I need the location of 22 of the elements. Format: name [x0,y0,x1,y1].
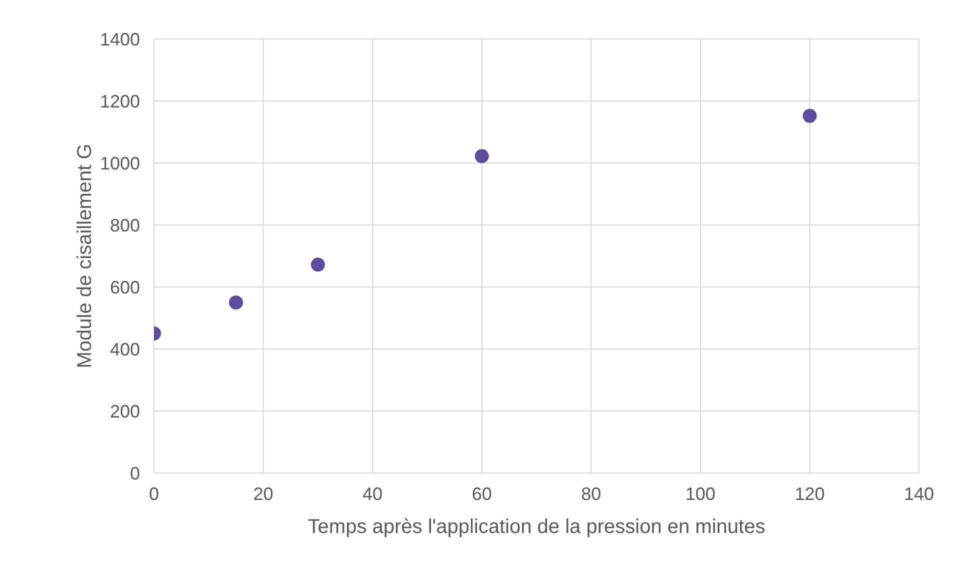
x-tick-label: 140 [904,484,934,504]
x-tick-label: 120 [794,484,825,504]
point [228,296,243,310]
x-tick-label: 60 [472,484,492,504]
x-tick-label: 80 [581,484,602,504]
y-tick-label: 200 [110,401,140,422]
point [802,108,817,123]
y-tick-label: 0 [130,463,140,484]
y-tick-label: 800 [110,215,140,236]
y-tick-label: 1400 [100,29,140,50]
y-axis-title: Module de cisaillement G [74,144,96,368]
y-tick-label: 1000 [100,153,140,174]
x-tick-label: 100 [685,484,716,504]
y-tick-label: 400 [110,339,140,360]
x-tick-label: 0 [148,484,160,504]
y-tick-label: 1200 [100,91,140,112]
y-tick-label: 600 [110,277,140,298]
point [310,258,325,272]
point [474,149,489,164]
x-tick-label: 40 [362,484,383,504]
x-axis-title: Temps après l'application de la pression en minutes [308,516,766,538]
x-tick-label: 20 [253,484,274,504]
